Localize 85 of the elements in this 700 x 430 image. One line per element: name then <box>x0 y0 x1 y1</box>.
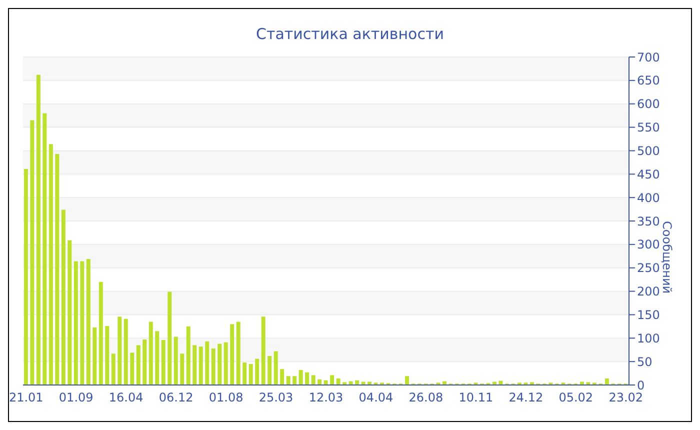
bar <box>274 351 278 385</box>
bar <box>124 318 128 385</box>
bar <box>74 261 78 385</box>
bar <box>236 322 240 385</box>
bar <box>198 346 203 385</box>
bar <box>280 369 284 385</box>
y-tick-label: 300 <box>637 238 660 252</box>
y-tick-label: 100 <box>637 331 660 346</box>
bar <box>36 74 40 385</box>
bar <box>155 331 160 385</box>
bar <box>405 376 410 385</box>
y-tick-label: 550 <box>637 120 660 135</box>
bar <box>61 210 66 385</box>
bar <box>98 282 103 385</box>
bar <box>368 382 372 385</box>
x-tick-label: 25.03 <box>258 390 294 405</box>
x-tick-label: 05.02 <box>558 390 594 405</box>
y-tick-label: 650 <box>637 74 660 88</box>
bar <box>161 340 166 385</box>
bar <box>292 376 297 385</box>
bar <box>255 358 260 385</box>
bar <box>105 326 110 385</box>
x-tick-label: 10.11 <box>458 390 494 405</box>
y-tick-label: 350 <box>637 214 660 228</box>
bar <box>148 322 153 385</box>
x-tick-label: 26.08 <box>408 390 444 405</box>
chart-title: Статистика активности <box>255 24 445 45</box>
bar <box>604 378 609 385</box>
bar <box>130 352 134 385</box>
bar <box>230 324 234 385</box>
bar <box>336 378 340 385</box>
bar <box>192 345 197 385</box>
bar <box>580 382 584 385</box>
bar <box>298 370 303 385</box>
x-tick-label: 16.04 <box>108 390 144 405</box>
bar <box>142 340 147 385</box>
bar <box>286 376 290 385</box>
y-axis-title: Сообщений <box>660 221 674 294</box>
bar <box>136 345 140 385</box>
bar <box>330 375 334 385</box>
x-tick-label: 06.12 <box>158 390 194 405</box>
bar <box>48 144 53 385</box>
x-tick-label: 24.12 <box>508 390 544 405</box>
bar <box>55 154 60 385</box>
bar <box>224 342 228 385</box>
bar <box>361 382 366 385</box>
bar <box>180 354 184 385</box>
x-tick-label: 01.09 <box>58 390 94 405</box>
bar <box>305 372 310 385</box>
bar <box>218 344 222 385</box>
bar <box>186 326 190 385</box>
bar <box>42 113 47 385</box>
y-tick-label: 0 <box>637 378 645 392</box>
bar <box>118 316 122 385</box>
x-tick-label: 21.01 <box>8 390 44 405</box>
y-tick-label: 600 <box>637 97 660 112</box>
bar <box>261 316 266 385</box>
x-tick-label: 12.03 <box>308 390 344 405</box>
bar <box>86 258 90 385</box>
bar <box>174 336 178 385</box>
y-tick-label: 150 <box>637 308 660 322</box>
bar <box>205 341 210 385</box>
y-tick-label: 250 <box>637 261 660 276</box>
bar <box>168 292 172 385</box>
bar <box>311 375 316 385</box>
bar <box>24 168 28 385</box>
bar <box>242 362 247 385</box>
bar <box>492 382 496 385</box>
bar <box>248 364 253 385</box>
x-tick-label: 04.04 <box>358 390 394 405</box>
y-tick-label: 500 <box>637 144 660 158</box>
y-tick-label: 200 <box>637 284 660 299</box>
bar <box>80 261 84 385</box>
bar <box>68 240 72 385</box>
y-tick-label: 50 <box>637 354 652 369</box>
bar <box>30 120 34 385</box>
bar <box>211 348 216 385</box>
bar <box>92 327 97 385</box>
x-tick-label: 23.02 <box>608 390 644 405</box>
y-tick-label: 700 <box>637 50 660 64</box>
y-tick-label: 450 <box>637 167 660 182</box>
bar <box>111 354 116 385</box>
bar <box>268 356 272 385</box>
x-tick-label: 01.08 <box>208 390 244 405</box>
y-tick-label: 400 <box>637 190 660 205</box>
